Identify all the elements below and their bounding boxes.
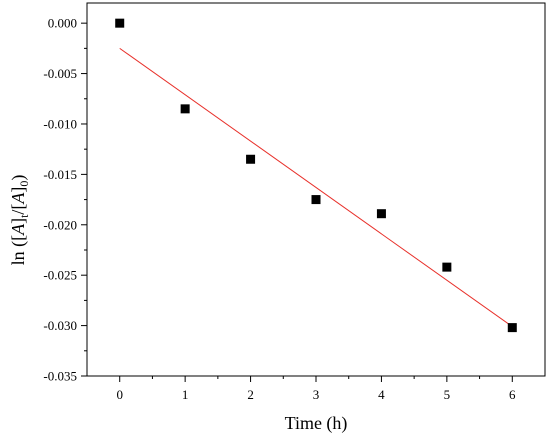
data-point (376, 209, 386, 219)
x-tick-label: 5 (444, 387, 451, 402)
x-tick-label: 1 (182, 387, 189, 402)
data-point (246, 154, 256, 164)
data-point (115, 18, 125, 28)
y-tick-label: -0.030 (43, 318, 77, 333)
plot-frame (86, 2, 546, 377)
x-axis-title: Time (h) (285, 413, 348, 434)
data-point (507, 323, 517, 333)
y-tick-label: -0.025 (43, 268, 77, 283)
x-tick-label: 4 (378, 387, 385, 402)
y-tick-label: 0.000 (48, 16, 77, 31)
x-tick-label: 0 (116, 387, 123, 402)
data-points (115, 18, 517, 333)
data-point (442, 262, 452, 272)
y-axis-title: ln ([A]t/[A]0) (8, 175, 31, 266)
y-tick-label: -0.015 (43, 167, 77, 182)
x-tick-label: 3 (313, 387, 320, 402)
x-axis-ticks: 0 1 2 3 4 5 6 (116, 376, 516, 402)
y-tick-label: -0.035 (43, 369, 77, 384)
y-tick-label: -0.010 (43, 116, 77, 131)
linear-fit-line (119, 47, 513, 328)
x-tick-label: 2 (247, 387, 254, 402)
y-tick-label: -0.020 (43, 217, 77, 232)
y-tick-label: -0.005 (43, 66, 77, 81)
y-axis-ticks: 0.000 -0.005 -0.010 -0.015 -0.020 -0.025 -0.03… (43, 16, 87, 384)
data-point (311, 195, 321, 205)
data-point (180, 104, 190, 114)
x-tick-label: 6 (509, 387, 516, 402)
